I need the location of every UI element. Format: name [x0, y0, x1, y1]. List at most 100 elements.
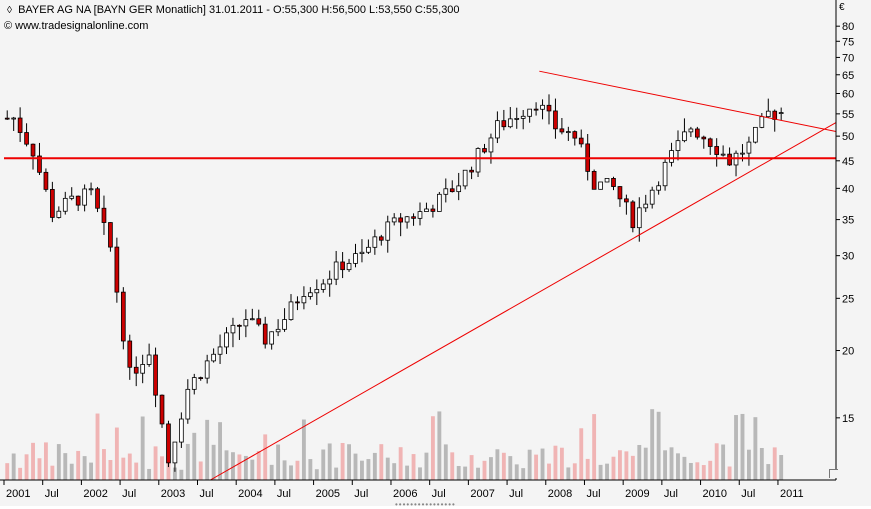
candle-body — [630, 201, 636, 229]
candle-body — [95, 188, 100, 209]
y-tick-label: 45 — [842, 156, 854, 168]
volume-bar — [102, 449, 106, 480]
candle-body — [475, 148, 481, 173]
scroll-handle-icon[interactable]: •••••••••••••••• — [395, 500, 456, 509]
volume-bar — [379, 444, 384, 480]
candle-body — [108, 222, 113, 248]
candle-body — [237, 324, 242, 327]
candle-body — [308, 292, 313, 297]
candle-body — [198, 377, 204, 380]
candle-body — [727, 153, 732, 166]
volume-bar — [534, 454, 539, 480]
candle-body — [714, 146, 720, 155]
volume-bar — [766, 464, 771, 480]
candle-body — [546, 104, 552, 112]
volume-bar — [624, 451, 629, 480]
candle-body — [488, 137, 494, 153]
candle-body — [56, 210, 62, 218]
candle-body — [166, 423, 171, 464]
volume-bar — [89, 462, 94, 480]
x-tick-label: Jul — [432, 488, 446, 500]
candle-body — [366, 246, 371, 253]
trendlines — [4, 70, 837, 481]
volume-bar — [547, 463, 551, 480]
candle-body — [275, 328, 281, 333]
volume-bar — [405, 465, 410, 480]
volume-bar — [566, 467, 571, 480]
candle-body — [295, 301, 300, 304]
volume-bar — [205, 419, 210, 480]
volume-bar — [727, 466, 732, 480]
volume-bar — [579, 428, 584, 480]
volume-bar — [585, 458, 590, 480]
volume-bar — [327, 443, 332, 480]
x-tick-label: 2004 — [238, 488, 262, 500]
x-tick-label: 2010 — [703, 488, 727, 500]
resize-grip-icon[interactable] — [829, 469, 838, 478]
volume-bar — [43, 442, 48, 480]
volume-bar — [372, 452, 377, 480]
volume-bar — [430, 416, 435, 480]
volume-bar — [437, 411, 442, 480]
volume-bar — [708, 460, 713, 480]
volume-bar — [605, 463, 609, 480]
candle-body — [495, 120, 500, 139]
candle-body — [320, 283, 326, 290]
candle-body — [224, 332, 229, 348]
candle-body — [501, 120, 507, 128]
candle-body — [391, 217, 397, 223]
volume-bar — [476, 467, 480, 480]
candle-body — [4, 117, 10, 120]
x-tick-label: 2009 — [625, 488, 649, 500]
volume-bar — [353, 453, 358, 480]
candle-body — [282, 319, 287, 330]
candle-body — [69, 195, 75, 199]
volume-bar — [179, 469, 184, 480]
candle-body — [191, 377, 197, 390]
candle-body — [217, 346, 223, 355]
candle-body — [204, 360, 210, 379]
x-tick-label: 2008 — [548, 488, 572, 500]
candle-body — [120, 291, 126, 342]
candle-body — [591, 170, 597, 190]
candle-body — [507, 118, 513, 128]
x-tick-label: 2003 — [161, 488, 185, 500]
candle-body — [778, 112, 784, 114]
volume-bar — [256, 451, 261, 480]
volume-bar — [424, 452, 429, 480]
candle-body — [559, 128, 565, 133]
candle-body — [533, 108, 539, 111]
volume-bar — [418, 467, 422, 480]
volume-bar — [134, 462, 139, 480]
volume-bar — [334, 467, 339, 480]
candle-body — [288, 301, 294, 320]
x-tick-label: 2006 — [393, 488, 417, 500]
y-tick-label: 35 — [842, 215, 854, 227]
y-tick-label: 80 — [842, 21, 854, 33]
volume-bar — [237, 454, 242, 480]
candle-body — [578, 137, 584, 145]
x-tick-label: 2005 — [316, 488, 340, 500]
volume-bar — [753, 417, 758, 480]
volume-bar — [714, 443, 719, 480]
candle-body — [675, 140, 681, 151]
volume-bar — [456, 465, 461, 480]
candle-body — [740, 152, 745, 155]
candle-body — [643, 203, 649, 209]
candle-body — [230, 324, 236, 334]
volume-bar — [611, 456, 616, 480]
candle-body — [753, 126, 758, 143]
candle-body — [682, 131, 687, 142]
volume-bar — [676, 453, 680, 480]
volume-bar — [82, 456, 87, 480]
volume-bar — [682, 456, 687, 480]
volume-bar — [598, 464, 603, 480]
candle-body — [404, 216, 410, 223]
trendline — [210, 122, 837, 481]
candle-body — [688, 128, 694, 133]
volume-bar — [31, 442, 35, 480]
volume-bar — [450, 452, 455, 480]
instrument-icon: ◊ — [7, 5, 12, 16]
volume-bar — [95, 413, 100, 480]
